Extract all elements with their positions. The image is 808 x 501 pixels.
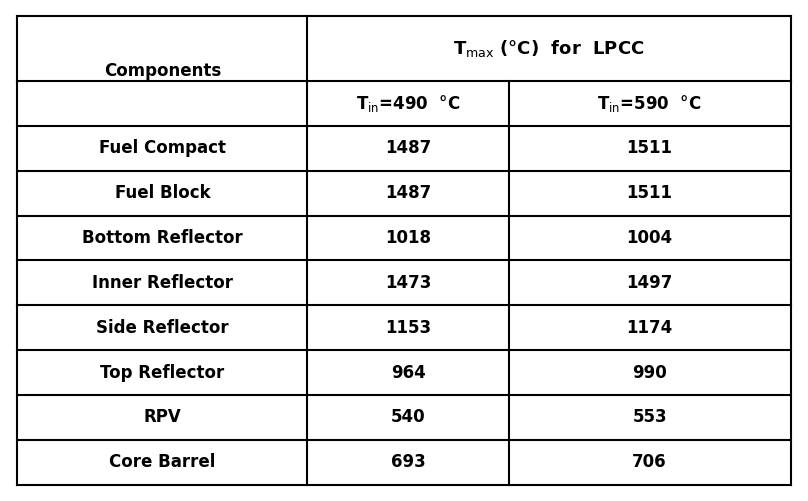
Text: Fuel Compact: Fuel Compact (99, 139, 226, 157)
Text: Inner Reflector: Inner Reflector (92, 274, 233, 292)
Text: 1018: 1018 (385, 229, 431, 247)
Text: RPV: RPV (144, 408, 181, 426)
Text: 1473: 1473 (385, 274, 431, 292)
Text: 1497: 1497 (626, 274, 673, 292)
Text: 553: 553 (633, 408, 667, 426)
Text: Side Reflector: Side Reflector (96, 319, 229, 337)
Text: 964: 964 (390, 364, 425, 382)
Text: 990: 990 (632, 364, 667, 382)
Text: Core Barrel: Core Barrel (109, 453, 216, 471)
Text: 1511: 1511 (626, 184, 672, 202)
Text: Fuel Block: Fuel Block (115, 184, 210, 202)
Text: 1153: 1153 (385, 319, 431, 337)
Text: Bottom Reflector: Bottom Reflector (82, 229, 243, 247)
Text: Top Reflector: Top Reflector (100, 364, 225, 382)
Text: 706: 706 (633, 453, 667, 471)
Text: 1487: 1487 (385, 184, 431, 202)
Text: 1004: 1004 (626, 229, 672, 247)
Text: Components: Components (103, 62, 221, 80)
Text: 1511: 1511 (626, 139, 672, 157)
Text: T$_{\mathrm{in}}$=490  °C: T$_{\mathrm{in}}$=490 °C (356, 93, 461, 114)
Text: 1174: 1174 (626, 319, 673, 337)
Text: 693: 693 (390, 453, 425, 471)
Text: 1487: 1487 (385, 139, 431, 157)
Text: T$_{\mathrm{in}}$=590  °C: T$_{\mathrm{in}}$=590 °C (597, 93, 702, 114)
Text: 540: 540 (391, 408, 425, 426)
Text: T$_{\mathrm{max}}$ (°C)  for  LPCC: T$_{\mathrm{max}}$ (°C) for LPCC (453, 38, 645, 59)
